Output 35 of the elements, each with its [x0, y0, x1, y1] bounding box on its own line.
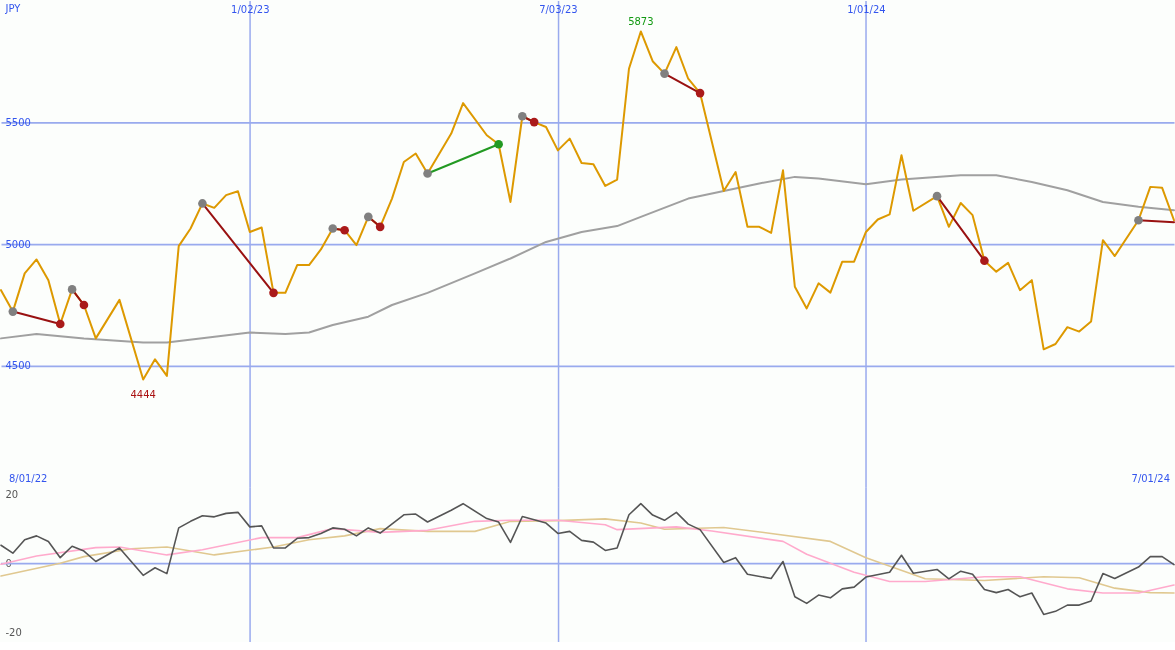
point: [328, 224, 338, 233]
annotation: 8/01/22: [8, 472, 48, 484]
line-series: [0, 502, 1175, 616]
point: [529, 117, 539, 127]
point: [67, 285, 77, 294]
point: [375, 222, 385, 232]
x-tick-label: 1/01/24: [847, 4, 886, 16]
point: [660, 69, 669, 78]
point: [932, 191, 942, 201]
point: [494, 139, 503, 149]
annotation: 4444: [130, 388, 156, 400]
y-tick-label: 5000: [5, 238, 31, 250]
line-series: [0, 174, 1175, 344]
y-tick-label: 20: [5, 488, 19, 500]
x-tick-label: 1/02/23: [231, 4, 270, 16]
annotation: 5873: [628, 16, 654, 28]
point: [79, 300, 89, 310]
y-tick-label: -20: [5, 627, 22, 639]
point: [980, 256, 989, 265]
point: [518, 111, 527, 121]
point: [55, 319, 65, 329]
point: [198, 199, 207, 208]
point: [695, 88, 705, 98]
y-tick-label: 5500: [5, 116, 31, 128]
point: [269, 288, 278, 298]
y-axis-title: JPY: [4, 3, 22, 15]
point: [340, 225, 349, 235]
point: [363, 212, 373, 222]
point: [1134, 215, 1143, 225]
x-tick-label: 7/03/23: [539, 4, 578, 16]
point: [423, 169, 432, 178]
point: [8, 307, 18, 316]
y-tick-label: 4500: [5, 360, 31, 372]
annotation: 7/01/24: [1131, 472, 1171, 484]
line-series: [0, 30, 1175, 381]
